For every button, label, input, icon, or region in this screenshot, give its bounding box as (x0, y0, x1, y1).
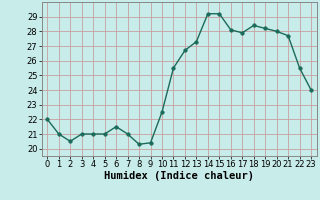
X-axis label: Humidex (Indice chaleur): Humidex (Indice chaleur) (104, 171, 254, 181)
